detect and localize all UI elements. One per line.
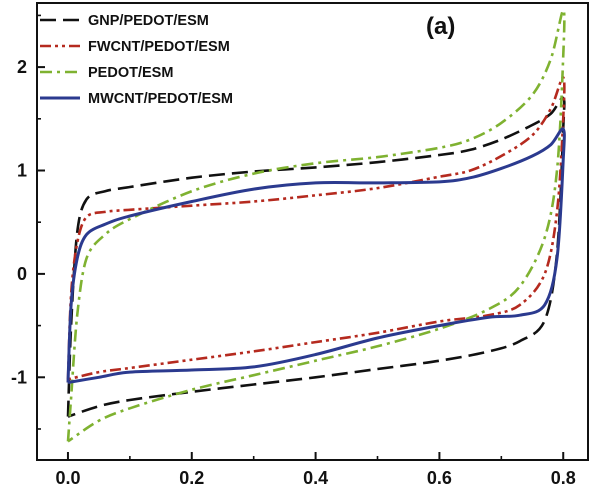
legend-label-2: PEDOT/ESM bbox=[88, 65, 173, 81]
y-tick-label: 0 bbox=[17, 264, 27, 284]
x-tick-label: 0.2 bbox=[179, 468, 204, 488]
series-layer bbox=[66, 8, 566, 443]
series-line-0 bbox=[66, 96, 566, 418]
y-tick-label: -1 bbox=[11, 367, 27, 387]
legend-label-0: GNP/PEDOT/ESM bbox=[88, 13, 209, 29]
x-tick-label: 0.0 bbox=[55, 468, 80, 488]
legend-label-1: FWCNT/PEDOT/ESM bbox=[88, 39, 230, 55]
series-line-3 bbox=[66, 127, 566, 384]
x-tick-label: 0.6 bbox=[427, 468, 452, 488]
x-tick-label: 0.4 bbox=[303, 468, 328, 488]
x-tick-label: 0.8 bbox=[551, 468, 576, 488]
y-tick-label: 1 bbox=[17, 160, 27, 180]
legend-label-3: MWCNT/PEDOT/ESM bbox=[88, 91, 233, 107]
series-line-2 bbox=[66, 8, 566, 443]
legend: GNP/PEDOT/ESM FWCNT/PEDOT/ESM PEDOT/ESM MWC… bbox=[40, 13, 233, 107]
y-tick-label: 2 bbox=[17, 57, 27, 77]
plot-frame bbox=[36, 2, 589, 461]
axis-labels: 0.0 0.2 0.4 0.6 0.8 -1 0 1 2 bbox=[11, 57, 576, 488]
axis-ticks bbox=[37, 14, 565, 460]
panel-label: (a) bbox=[426, 13, 455, 40]
